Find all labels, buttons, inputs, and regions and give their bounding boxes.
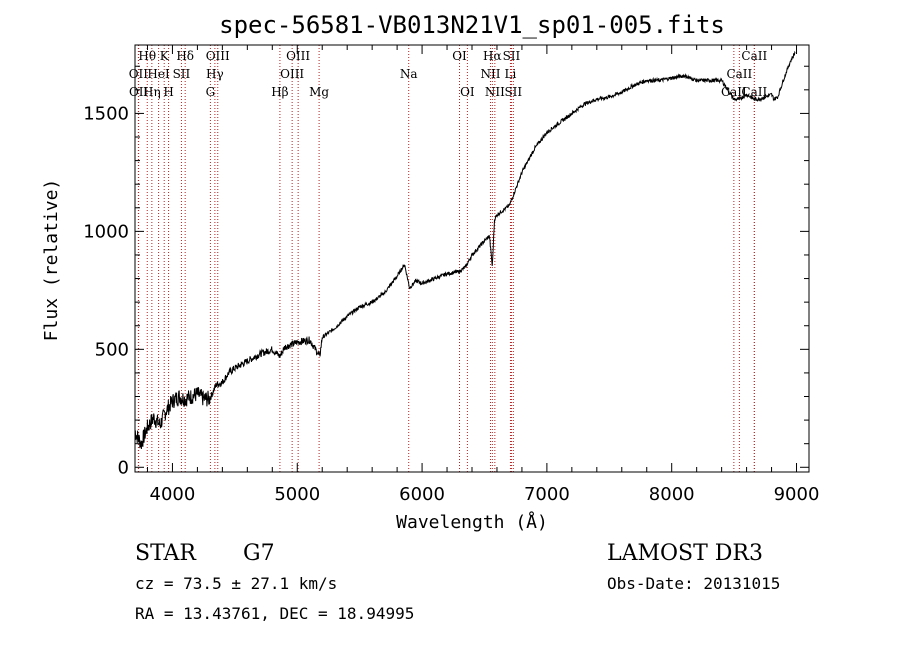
line-marker-label-5: K bbox=[160, 49, 170, 63]
y-axis-label: Flux (relative) bbox=[41, 179, 62, 342]
line-marker-label-4: HeI bbox=[147, 67, 170, 81]
line-marker-label-3: Hη bbox=[143, 85, 161, 99]
line-marker-label-12: Hβ bbox=[271, 85, 288, 99]
x-tick-label-0: 4000 bbox=[150, 484, 196, 505]
line-marker-label-8: Hδ bbox=[176, 49, 194, 63]
line-marker-label-0: OII bbox=[129, 67, 149, 81]
y-tick-label-1: 500 bbox=[95, 339, 129, 360]
x-tick-label-4: 8000 bbox=[649, 484, 695, 505]
flux-series-line bbox=[134, 50, 796, 450]
coordinates: RA = 13.43761, DEC = 18.94995 bbox=[135, 604, 414, 623]
x-tick-label-3: 7000 bbox=[524, 484, 570, 505]
line-marker-label-13: OIII bbox=[280, 67, 304, 81]
line-marker-label-7: SII bbox=[173, 67, 191, 81]
line-marker-label-11: OIII bbox=[206, 49, 230, 63]
y-tick-label-0: 0 bbox=[118, 457, 129, 478]
chart-title: spec-56581-VB013N21V1_sp01-005.fits bbox=[219, 11, 725, 39]
spectral-line-markers bbox=[137, 45, 755, 472]
line-marker-label-14: OIII bbox=[286, 49, 310, 63]
x-tick-label-2: 6000 bbox=[399, 484, 445, 505]
line-marker-label-9: G bbox=[206, 85, 216, 99]
line-marker-label-26: CaII bbox=[726, 67, 752, 81]
line-marker-label-16: Na bbox=[400, 67, 418, 81]
line-marker-label-15: Mg bbox=[309, 85, 329, 99]
line-marker-label-18: OI bbox=[460, 85, 475, 99]
line-marker-label-10: Hγ bbox=[206, 67, 224, 81]
line-marker-label-6: H bbox=[163, 85, 173, 99]
observation-date: Obs-Date: 20131015 bbox=[607, 574, 780, 593]
y-tick-label-3: 1500 bbox=[83, 103, 129, 124]
object-subclass: G7 bbox=[243, 541, 275, 566]
line-marker-label-27: CaII bbox=[741, 49, 767, 63]
y-axis-ticks: 0 500 1000 1500 bbox=[83, 65, 809, 478]
x-axis-ticks: 4000 5000 6000 7000 8000 9000 bbox=[146, 45, 820, 505]
survey-name: LAMOST DR3 bbox=[607, 541, 763, 566]
line-marker-label-20: Hα bbox=[483, 49, 502, 63]
x-tick-label-1: 5000 bbox=[274, 484, 320, 505]
line-marker-label-1: OII bbox=[129, 85, 149, 99]
object-class: STAR bbox=[135, 541, 197, 566]
line-marker-label-17: OI bbox=[452, 49, 467, 63]
line-marker-label-24: SII bbox=[504, 85, 522, 99]
line-marker-label-28: CaII bbox=[741, 85, 767, 99]
line-marker-label-21: NII bbox=[485, 85, 505, 99]
line-marker-label-2: Hθ bbox=[138, 49, 156, 63]
spectral-line-labels: OIIOIIHθHηHeIKHSIIHδGHγOIIIHβOIIIOIIIMgN… bbox=[129, 49, 768, 99]
line-marker-label-22: Li bbox=[505, 67, 517, 81]
plot-frame bbox=[134, 44, 810, 473]
y-tick-label-2: 1000 bbox=[83, 221, 129, 242]
line-marker-label-19: NII bbox=[480, 67, 500, 81]
x-axis-label: Wavelength (Å) bbox=[396, 511, 548, 533]
x-tick-label-5: 9000 bbox=[774, 484, 820, 505]
redshift-cz: cz = 73.5 ± 27.1 km/s bbox=[135, 574, 337, 593]
line-marker-label-23: SII bbox=[503, 49, 521, 63]
